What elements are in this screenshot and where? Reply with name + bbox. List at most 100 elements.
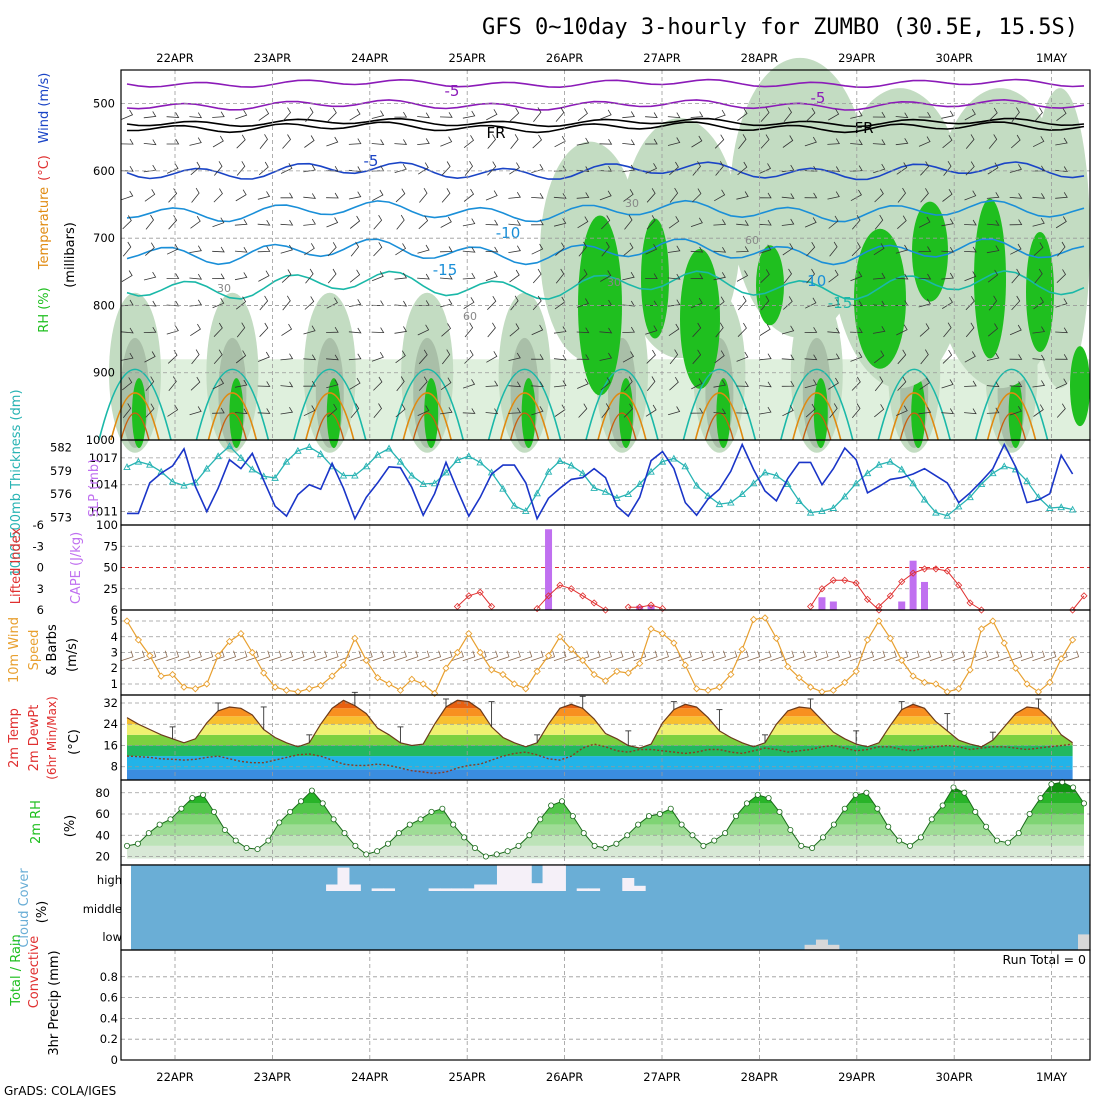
cape-tick-label: 50 [103, 561, 118, 575]
wind-barb [1009, 381, 1023, 387]
wind-barb [851, 376, 861, 391]
wind-barb [531, 219, 544, 226]
wind-barb [145, 242, 155, 256]
wind-speed-marker [590, 670, 598, 679]
rh-marker [537, 816, 544, 823]
lifted-index-marker [886, 592, 894, 600]
cape-bar [818, 597, 826, 610]
wind10m-barb [644, 650, 658, 662]
wind-barb [508, 381, 522, 388]
wind10m-barb [508, 650, 521, 662]
wind-barb [827, 191, 840, 200]
wind-barb [236, 134, 246, 149]
wind-barb [781, 193, 795, 199]
rh-marker [841, 805, 848, 812]
top-date-label: 1MAY [1036, 51, 1068, 65]
wind-barb [350, 241, 360, 257]
wind-speed-marker [408, 675, 416, 683]
wind-barb [782, 135, 794, 148]
lifted-index-line [457, 591, 492, 607]
wind-barb [736, 381, 749, 387]
wind-barb [737, 322, 747, 337]
wind-barb [463, 297, 475, 309]
wind-barb [623, 403, 634, 418]
wind-speed-marker [362, 656, 370, 665]
precip-tick-label: 0.2 [100, 1032, 118, 1046]
wind-barb [737, 108, 748, 122]
wind-barb [986, 407, 1000, 414]
top-date-label: 24APR [351, 51, 388, 65]
isotherm-arch [120, 412, 150, 441]
wind-barb [121, 190, 134, 201]
rh-marker [482, 853, 489, 860]
wind-barb [669, 161, 679, 176]
rh-marker [863, 789, 870, 796]
wind-barb [850, 189, 862, 202]
wind-barb [395, 403, 406, 418]
pressure-tick-label: 800 [93, 298, 115, 312]
wind-barb [668, 323, 680, 337]
wind-barb [394, 300, 408, 307]
lifted-index-marker [533, 605, 541, 613]
wind-barb [601, 215, 611, 230]
thickness-marker [749, 479, 758, 487]
wind-barb [919, 323, 930, 337]
wind-barb [189, 273, 203, 280]
wind-barb [759, 406, 772, 415]
wind-barb [783, 107, 792, 123]
contour-label: 60 [745, 234, 759, 247]
wind-barb [601, 403, 610, 419]
rh-marker [798, 842, 805, 849]
thickness-marker [294, 446, 302, 454]
wind-barb [326, 326, 339, 333]
wind-barb [964, 246, 977, 253]
wind-barb [280, 381, 294, 388]
wind-barb [918, 216, 931, 228]
thickness-marker [134, 457, 143, 465]
wind10m-axis-label-4: (m/s) [65, 638, 80, 672]
wind-speed-marker [225, 637, 234, 646]
rh-shading [911, 378, 926, 449]
wind-barb [121, 270, 133, 282]
wind-barb [373, 376, 383, 391]
thickness-marker [863, 469, 872, 477]
thickness-marker [248, 465, 257, 473]
wind-barb [645, 163, 658, 174]
wind-speed-marker [237, 629, 245, 638]
wind-barb [257, 191, 271, 200]
dewpoint-line [126, 743, 1073, 775]
wind-barb [143, 139, 157, 146]
wind-tick-label: 3 [111, 646, 118, 660]
wind-barb [508, 191, 521, 199]
wind-barb [235, 189, 247, 202]
wind10m-barb [143, 650, 157, 662]
wind-barb [1055, 216, 1067, 229]
wind-speed-marker [522, 685, 530, 693]
thickness-marker [692, 481, 701, 489]
rh-marker [765, 795, 772, 802]
wind-barb [918, 136, 931, 147]
wind10m-barb [827, 650, 840, 662]
wind-barb [213, 322, 223, 337]
wind-speed-marker [738, 645, 746, 653]
wind-barb [212, 407, 225, 414]
wind-barb [988, 295, 998, 311]
thickness-marker [453, 456, 462, 464]
wind-barb [395, 243, 407, 256]
wind-barb [896, 324, 908, 336]
contour-label: -10 [802, 272, 827, 290]
rh-marker [428, 808, 435, 815]
wind-speed-marker [624, 669, 632, 677]
wind-barb [305, 268, 314, 284]
contour-label: FR [486, 124, 505, 142]
temperature-axis-label: Temperature [37, 187, 52, 270]
bottom-date-label: 25APR [448, 1070, 485, 1084]
wind10m-barb [815, 650, 829, 662]
wind-speed-marker [419, 680, 427, 688]
wind-barb [987, 269, 999, 283]
wind-barb [806, 268, 815, 284]
wind10m-barb [952, 650, 966, 662]
wind-speed-marker [920, 678, 929, 687]
wind-barb [646, 188, 656, 203]
isotherm-line [127, 121, 1085, 134]
